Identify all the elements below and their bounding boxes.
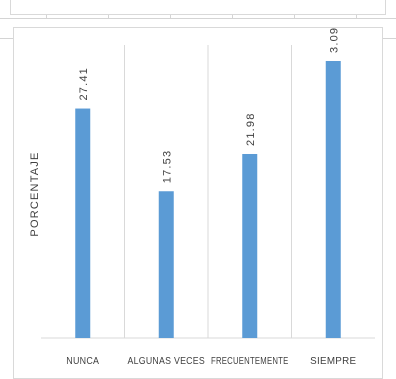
chart-area[interactable]	[13, 27, 383, 379]
sheet-gridline	[0, 18, 396, 19]
x-tick-label: FRECUENTEMENTE	[211, 356, 289, 367]
data-label: 3.09	[328, 27, 340, 53]
data-label: 17.53	[161, 150, 173, 184]
x-tick-label: NUNCA	[66, 356, 99, 367]
data-label: 21.98	[245, 112, 257, 146]
previous-chart-frame[interactable]	[10, 0, 386, 15]
x-tick-label: ALGUNAS VECES	[128, 356, 206, 367]
y-axis-label: PORCENTAJE	[29, 151, 41, 236]
bar-frecuentemente	[242, 153, 258, 338]
bar-algunas-veces	[158, 191, 174, 338]
x-tick-label: SIEMPRE	[310, 356, 356, 367]
bar-siempre	[325, 60, 341, 338]
bar-nunca	[75, 108, 91, 338]
data-label: 27.41	[78, 67, 90, 101]
